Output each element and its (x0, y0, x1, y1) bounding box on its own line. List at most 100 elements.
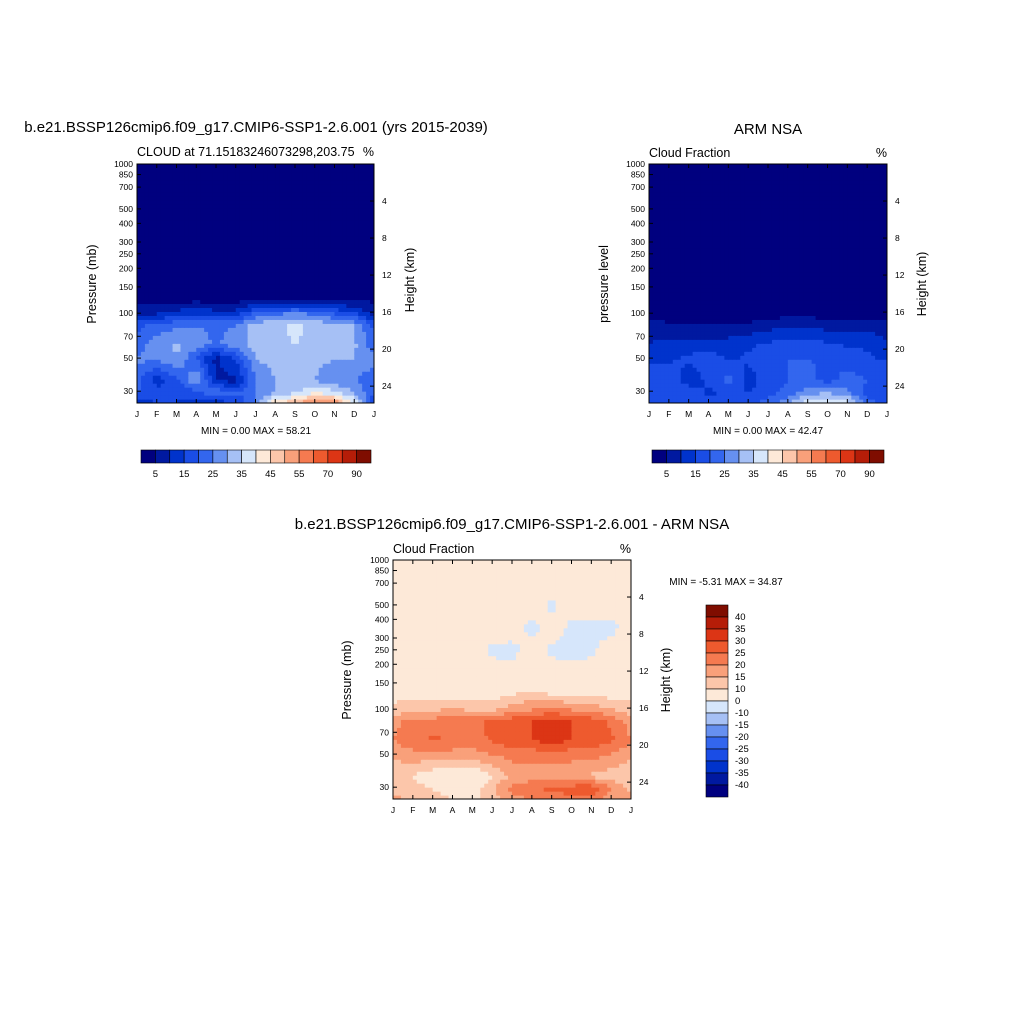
heatmap-cell (176, 343, 182, 348)
heatmap-cell (859, 327, 864, 332)
heatmap-cell (358, 223, 363, 229)
heatmap-cell (184, 283, 189, 289)
heatmap-cell (188, 207, 193, 213)
heatmap-cell (791, 355, 797, 360)
heatmap-cell (851, 383, 856, 388)
heatmap-cell (318, 371, 324, 376)
heatmap-cell (243, 295, 249, 301)
heatmap-cell (684, 367, 690, 372)
heatmap-cell (851, 367, 856, 372)
heatmap-cell (172, 219, 178, 225)
heatmap-cell (314, 191, 320, 197)
heatmap-cell (137, 203, 142, 209)
heatmap-cell (692, 319, 698, 324)
heatmap-cell (855, 367, 860, 372)
panel-model-cells (137, 164, 374, 403)
heatmap-cell (732, 391, 737, 396)
heatmap-cell (184, 399, 189, 403)
heatmap-cell (227, 387, 233, 392)
heatmap-cell (259, 307, 264, 312)
heatmap-cell (756, 395, 761, 400)
heatmap-cell (696, 375, 702, 380)
heatmap-cell (310, 251, 316, 257)
heatmap-cell (843, 387, 848, 392)
heatmap-cell (314, 283, 320, 289)
heatmap-cell (152, 375, 158, 380)
heatmap-cell (334, 283, 340, 289)
heatmap-cell (342, 327, 347, 332)
heatmap-cell (748, 387, 753, 392)
heatmap-cell (358, 339, 363, 344)
heatmap-cell (310, 379, 316, 384)
heatmap-cell (235, 375, 241, 380)
heatmap-cell (779, 395, 785, 400)
heatmap-cell (192, 219, 197, 225)
heatmap-cell (740, 335, 745, 340)
heatmap-cell (263, 203, 268, 209)
heatmap-cell (334, 271, 340, 277)
heatmap-cell (235, 395, 241, 400)
heatmap-cell (354, 311, 359, 316)
heatmap-cell (302, 311, 308, 316)
x-tick-label: F (154, 409, 159, 419)
heatmap-cell (815, 359, 821, 364)
heatmap-cell (775, 319, 781, 324)
heatmap-cell (295, 355, 300, 360)
heatmap-cell (346, 335, 351, 340)
heatmap-cell (322, 247, 328, 253)
heatmap-cell (271, 251, 276, 257)
heatmap-cell (295, 395, 300, 400)
heatmap-cell (184, 327, 189, 332)
heatmap-cell (298, 399, 304, 403)
heatmap-cell (247, 227, 253, 233)
heatmap-cell (692, 359, 698, 364)
heatmap-cell (322, 239, 328, 245)
heatmap-cell (156, 175, 162, 181)
heatmap-cell (740, 359, 745, 364)
heatmap-cell (302, 203, 308, 209)
heatmap-cell (736, 335, 741, 340)
heatmap-cell (362, 164, 367, 169)
heatmap-cell (259, 291, 264, 297)
heatmap-cell (652, 315, 658, 320)
heatmap-cell (684, 319, 690, 324)
heatmap-cell (656, 375, 662, 380)
heatmap-cell (847, 363, 852, 368)
heatmap-cell (664, 359, 670, 364)
heatmap-cell (334, 239, 340, 245)
heatmap-cell (330, 171, 336, 177)
heatmap-cell (279, 399, 284, 403)
heatmap-cell (811, 363, 817, 368)
heatmap-cell (247, 255, 253, 261)
heatmap-cell (310, 299, 316, 305)
heatmap-cell (152, 279, 158, 285)
heatmap-cell (212, 283, 217, 289)
heatmap-cell (247, 367, 253, 372)
heatmap-cell (358, 391, 363, 396)
heatmap-cell (338, 211, 343, 217)
heatmap-cell (235, 295, 241, 301)
heatmap-cell (724, 351, 729, 356)
heatmap-cell (831, 363, 837, 368)
heatmap-cell (298, 363, 304, 368)
heatmap-cell (223, 279, 229, 285)
heatmap-cell (342, 243, 347, 249)
heatmap-cell (775, 331, 781, 336)
heatmap-cell (362, 203, 367, 209)
heatmap-cell (267, 183, 272, 189)
heatmap-cell (656, 351, 662, 356)
heatmap-cell (354, 167, 359, 173)
heatmap-cell (740, 343, 745, 348)
heatmap-cell (148, 275, 154, 281)
heatmap-cell (275, 343, 280, 348)
heatmap-cell (231, 399, 237, 403)
heatmap-cell (326, 327, 332, 332)
heatmap-cell (310, 339, 316, 344)
heatmap-cell (318, 215, 324, 221)
heatmap-cell (172, 363, 178, 368)
heatmap-cell (279, 195, 284, 201)
heatmap-cell (302, 375, 308, 380)
heatmap-cell (275, 187, 280, 193)
heatmap-cell (283, 207, 288, 213)
heatmap-cell (140, 303, 146, 308)
